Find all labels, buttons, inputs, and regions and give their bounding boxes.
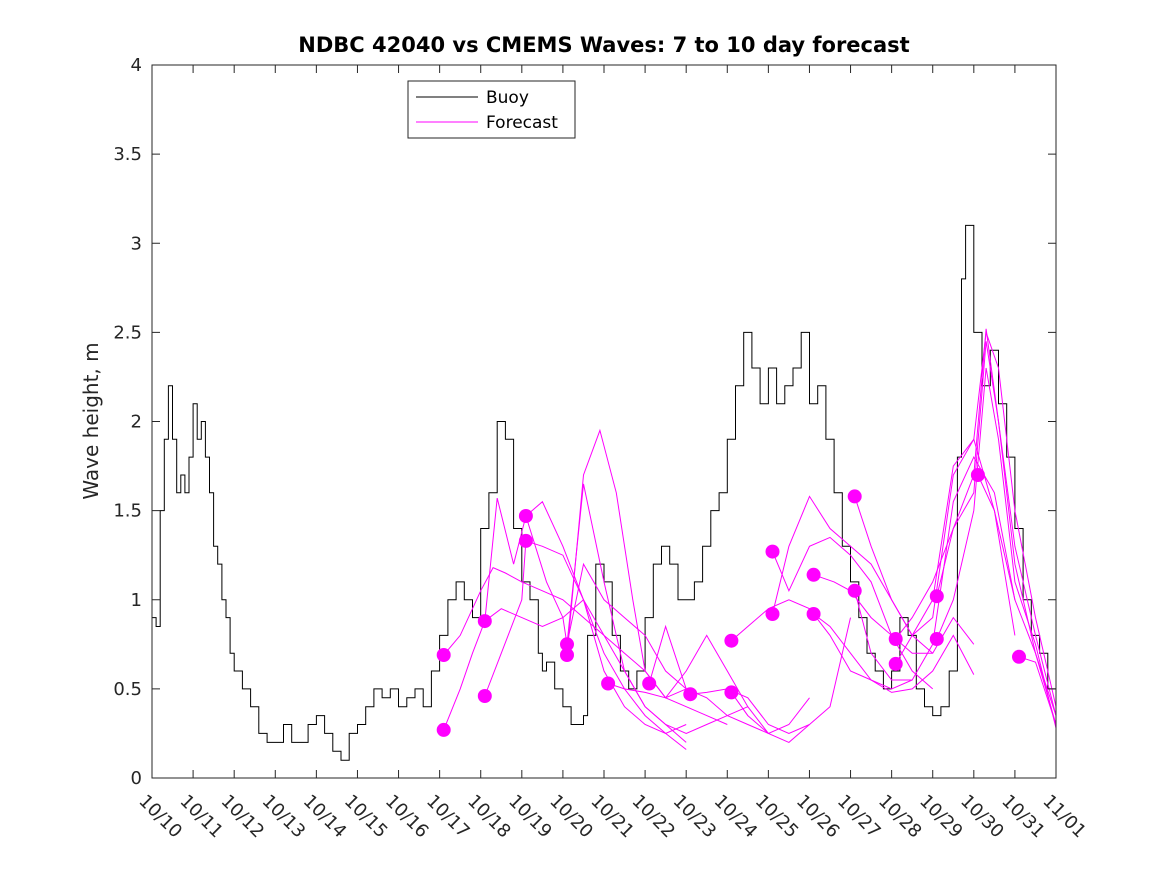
forecast-marker-14 <box>765 544 780 559</box>
forecast-series-line-15 <box>813 613 975 693</box>
forecast-series-line-21 <box>936 341 1056 716</box>
forecast-series-line-5 <box>525 515 687 690</box>
forecast-series-line-22 <box>936 367 1056 729</box>
forecast-marker-5 <box>518 509 533 523</box>
chart-title: NDBC 42040 vs CMEMS Waves: 7 to 10 day f… <box>298 33 909 57</box>
forecast-marker-9 <box>601 676 616 691</box>
legend-box <box>407 80 576 139</box>
buoy-series-line <box>152 224 1056 761</box>
forecast-marker-21 <box>888 656 903 671</box>
forecast-marker-19 <box>847 583 862 598</box>
forecast-series-line-19 <box>895 332 1056 707</box>
y-tick-label: 2 <box>131 412 142 433</box>
y-axis-label: Wave height, m <box>79 342 103 499</box>
forecast-marker-7 <box>560 637 574 652</box>
forecast-marker-1 <box>436 648 451 662</box>
legend-label-buoy: Buoy <box>486 88 529 108</box>
y-tick-label: 4 <box>131 55 142 76</box>
forecast-marker-10 <box>642 676 657 691</box>
forecast-marker-12 <box>724 633 739 648</box>
y-tick-label: 3 <box>131 233 142 254</box>
plot-area <box>152 224 1056 761</box>
forecast-marker-20 <box>888 632 903 646</box>
forecast-series-line-11 <box>730 617 851 743</box>
forecast-marker-16 <box>806 567 821 582</box>
forecast-marker-8 <box>560 648 574 662</box>
forecast-marker-23 <box>929 632 944 646</box>
forecast-series-line-7 <box>566 483 748 734</box>
forecast-series-line-10 <box>690 688 810 734</box>
forecast-series-line-23 <box>977 474 1056 716</box>
legend-label-forecast: Forecast <box>486 113 558 133</box>
forecast-marker-18 <box>847 489 862 504</box>
forecast-series-line-3 <box>484 497 687 734</box>
forecast-series-line-13 <box>772 536 934 690</box>
forecast-marker-17 <box>806 607 821 621</box>
forecast-marker-25 <box>1012 649 1026 664</box>
y-tick-label: 1.5 <box>113 501 142 522</box>
forecast-marker-2 <box>436 722 451 737</box>
forecast-series-line-12 <box>731 599 913 690</box>
y-tick-label: 0 <box>131 768 142 789</box>
legend: Buoy Forecast <box>407 80 576 139</box>
forecast-marker-4 <box>477 689 492 703</box>
forecast-marker-15 <box>765 607 780 621</box>
forecast-marker-6 <box>518 533 533 548</box>
forecast-series-line-18 <box>854 438 1016 637</box>
forecast-series-line-6 <box>566 428 728 725</box>
forecast-marker-3 <box>477 614 492 629</box>
forecast-series-line-20 <box>895 328 1056 725</box>
forecast-marker-24 <box>970 468 985 482</box>
forecast-marker-11 <box>683 687 698 702</box>
forecast-series-line-9 <box>648 624 810 734</box>
y-tick-label: 2.5 <box>113 322 142 343</box>
forecast-series-line-4 <box>484 540 687 750</box>
forecast-marker-13 <box>724 685 739 700</box>
y-tick-label: 1 <box>131 590 142 611</box>
y-tick-label: 3.5 <box>113 144 142 165</box>
forecast-marker-22 <box>929 589 944 604</box>
y-tick-label: 0.5 <box>113 679 142 700</box>
